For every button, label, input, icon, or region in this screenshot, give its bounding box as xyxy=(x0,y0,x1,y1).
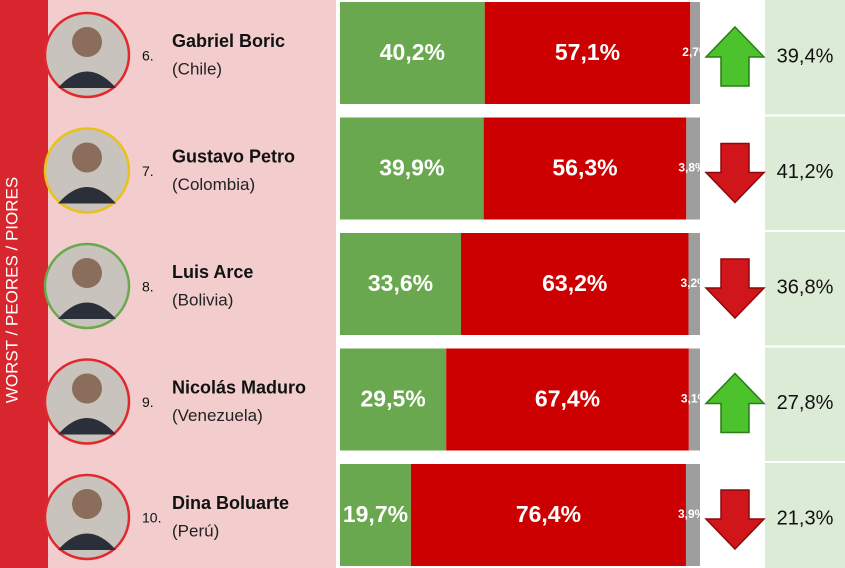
rank: 10. xyxy=(142,510,161,526)
approve-label: 19,7% xyxy=(343,501,408,527)
approve-bar xyxy=(340,464,411,566)
previous-value: 27,8% xyxy=(777,392,834,414)
portrait-head xyxy=(72,489,102,519)
country: (Perú) xyxy=(172,521,219,540)
approve-label: 40,2% xyxy=(380,39,445,65)
previous-value: 41,2% xyxy=(777,161,834,183)
approve-bar xyxy=(340,2,485,104)
president-name: Gustavo Petro xyxy=(172,146,295,166)
disapprove-bar xyxy=(460,233,689,335)
side-strip xyxy=(0,0,48,568)
approve-label: 29,5% xyxy=(360,386,425,412)
disapprove-bar xyxy=(483,117,687,220)
undecided-bar xyxy=(688,233,700,335)
trend-up-arrow xyxy=(704,25,766,87)
rank: 8. xyxy=(142,279,154,295)
approve-bar xyxy=(340,233,461,335)
trend-down-arrow xyxy=(704,489,766,551)
portrait-body xyxy=(58,418,116,435)
undecided-bar xyxy=(686,117,700,220)
undecided-label: 2,7% xyxy=(682,45,710,59)
disapprove-label: 57,1% xyxy=(555,39,620,65)
undecided-bar xyxy=(685,464,700,566)
rank: 9. xyxy=(142,394,154,410)
disapprove-bar xyxy=(484,2,691,104)
country: (Bolivia) xyxy=(172,290,233,309)
portrait-head xyxy=(72,373,102,404)
previous-value: 39,4% xyxy=(777,45,834,67)
undecided-bar xyxy=(688,348,700,451)
undecided-label: 3,2% xyxy=(680,276,708,290)
undecided-bar xyxy=(690,2,700,104)
disapprove-label: 56,3% xyxy=(552,155,617,181)
disapprove-label: 76,4% xyxy=(516,501,581,527)
portrait-head xyxy=(72,142,102,173)
disapprove-label: 63,2% xyxy=(542,270,607,296)
approve-bar xyxy=(340,117,484,220)
country: (Colombia) xyxy=(172,175,255,194)
country: (Venezuela) xyxy=(172,406,263,425)
rank: 6. xyxy=(142,48,154,64)
undecided-label: 3,9% xyxy=(678,507,706,521)
trend-up-arrow xyxy=(704,372,766,434)
undecided-label: 3,1% xyxy=(681,392,709,406)
previous-value: 36,8% xyxy=(777,276,834,298)
president-name: Gabriel Boric xyxy=(172,31,285,51)
disapprove-bar xyxy=(410,464,686,566)
side-label: WORST / PEORES / PIORES xyxy=(2,177,21,403)
disapprove-bar xyxy=(446,348,689,451)
trend-down-arrow xyxy=(704,258,766,320)
trend-down-arrow xyxy=(704,142,766,204)
rank: 7. xyxy=(142,163,154,179)
president-name: Nicolás Maduro xyxy=(172,377,306,397)
portrait-body xyxy=(58,71,116,88)
approve-label: 33,6% xyxy=(368,270,433,296)
portrait-head xyxy=(72,27,102,57)
portrait-head xyxy=(72,258,102,288)
previous-background xyxy=(765,0,845,568)
portrait-body xyxy=(58,302,116,319)
approve-bar xyxy=(340,348,447,451)
country: (Chile) xyxy=(172,59,222,78)
undecided-label: 3,8% xyxy=(678,161,706,175)
president-name: Luis Arce xyxy=(172,262,253,282)
portrait-body xyxy=(58,187,116,204)
president-name: Dina Boluarte xyxy=(172,493,289,513)
disapprove-label: 67,4% xyxy=(535,386,600,412)
previous-value: 21,3% xyxy=(777,507,834,529)
portrait-body xyxy=(58,533,116,550)
approve-label: 39,9% xyxy=(379,155,444,181)
